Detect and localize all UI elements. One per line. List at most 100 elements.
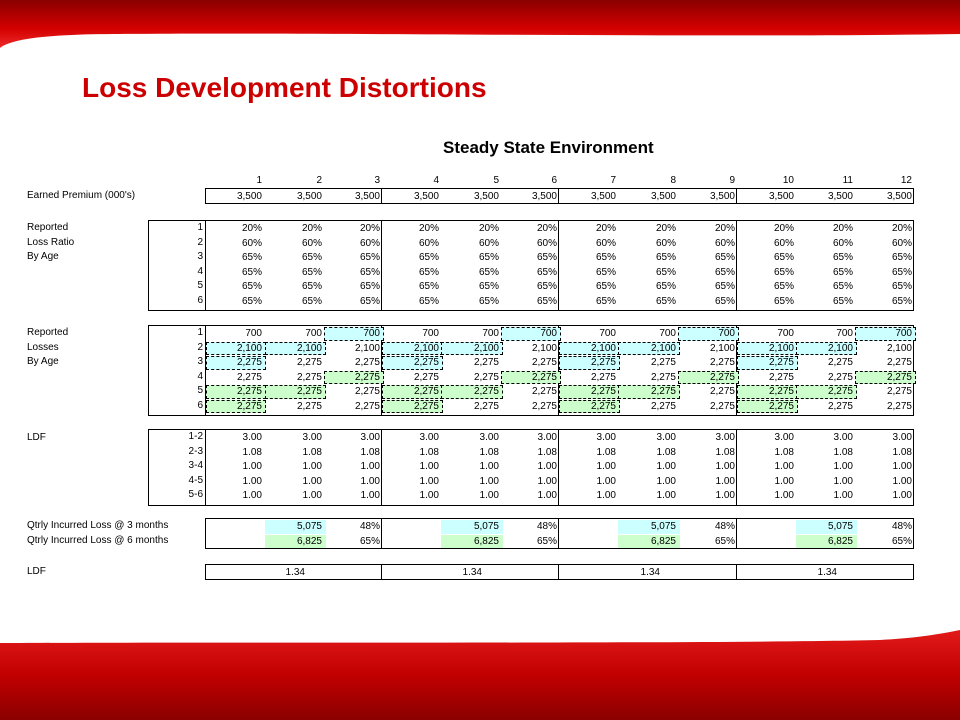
highlight-cell xyxy=(206,399,266,413)
data-cell: 2,275 xyxy=(827,371,853,383)
group-divider xyxy=(736,188,737,204)
data-cell: 2,275 xyxy=(650,357,676,368)
data-cell: 1.08 xyxy=(656,446,676,458)
age-label: 4 xyxy=(197,370,203,382)
data-cell: 2,275 xyxy=(768,371,794,383)
data-cell: 65% xyxy=(359,281,380,292)
age-label: 1-2 xyxy=(188,431,203,442)
data-cell: 65% xyxy=(418,295,439,307)
data-cell: 700 xyxy=(895,328,912,339)
data-cell: 65% xyxy=(241,281,262,292)
data-cell: 2,275 xyxy=(296,386,322,397)
data-cell: 2,275 xyxy=(709,400,735,412)
data-cell: 20% xyxy=(301,223,322,234)
quarterly-box xyxy=(205,518,914,549)
data-cell: 65% xyxy=(241,266,262,278)
data-cell: 2,275 xyxy=(590,357,616,368)
data-cell: 1.00 xyxy=(302,475,322,487)
row-label: Reported xyxy=(27,327,69,338)
data-cell: 1.00 xyxy=(833,475,853,487)
final-ldf-cell: 1.34 xyxy=(817,567,837,578)
column-header: 3 xyxy=(374,175,380,186)
data-cell: 2,275 xyxy=(236,400,262,412)
data-cell: 1.08 xyxy=(774,446,794,458)
row-label: Loss Ratio xyxy=(27,236,75,248)
row-label: Reported xyxy=(27,222,69,233)
data-cell: 65% xyxy=(536,281,557,292)
data-cell: 2,275 xyxy=(236,386,262,397)
data-cell: 1.00 xyxy=(596,475,616,487)
row-label: LDF xyxy=(27,432,46,443)
data-cell: 6,825 xyxy=(296,535,322,547)
age-column-divider xyxy=(205,325,206,416)
loss-ratio-box xyxy=(148,220,914,311)
data-cell: 2,275 xyxy=(413,386,439,397)
data-cell: 65% xyxy=(536,266,557,278)
data-cell: 1.00 xyxy=(596,461,616,472)
column-header: 2 xyxy=(316,175,322,186)
data-cell: 2,100 xyxy=(768,342,794,354)
data-cell: 1.00 xyxy=(302,490,322,501)
highlight-cell xyxy=(382,356,443,370)
data-cell: 700 xyxy=(540,328,557,339)
data-cell: 2,275 xyxy=(473,371,499,383)
group-divider xyxy=(558,518,559,549)
data-cell: 3.00 xyxy=(537,432,557,443)
data-cell: 1.00 xyxy=(360,490,380,501)
data-cell: 2,275 xyxy=(709,386,735,397)
highlight-cell xyxy=(265,534,326,548)
data-cell: 6,825 xyxy=(827,535,853,547)
slide-title: Loss Development Distortions xyxy=(82,72,487,103)
data-cell: 65% xyxy=(891,252,912,263)
data-cell: 2,275 xyxy=(354,386,380,397)
final-ldf-cell: 1.34 xyxy=(285,567,305,578)
age-label: 1 xyxy=(197,327,203,338)
data-cell: 1.00 xyxy=(715,490,735,501)
data-cell: 2,275 xyxy=(768,386,794,397)
data-cell: 2,275 xyxy=(886,400,912,412)
row-label: By Age xyxy=(27,356,59,367)
data-cell: 700 xyxy=(718,328,735,339)
highlight-cell xyxy=(382,399,443,413)
data-cell: 1.00 xyxy=(479,490,499,501)
age-label: 2 xyxy=(197,341,203,353)
data-cell: 1.00 xyxy=(656,461,676,472)
age-label: 2-3 xyxy=(188,445,203,457)
data-cell: 1.00 xyxy=(242,475,262,487)
group-divider xyxy=(558,564,559,580)
data-cell: 65% xyxy=(832,266,853,278)
data-cell: 700 xyxy=(659,328,676,339)
data-cell: 1.08 xyxy=(242,446,262,458)
data-cell: 2,275 xyxy=(827,386,853,397)
premium-cell: 3,500 xyxy=(296,191,322,202)
bottom-red-band xyxy=(0,630,960,720)
group-divider xyxy=(736,220,737,311)
data-cell: 1.00 xyxy=(892,490,912,501)
data-cell: 65% xyxy=(832,295,853,307)
data-cell: 60% xyxy=(773,237,794,249)
data-cell: 2,275 xyxy=(590,371,616,383)
data-cell: 1.00 xyxy=(419,475,439,487)
data-cell: 20% xyxy=(714,223,735,234)
group-divider xyxy=(558,220,559,311)
final-ldf-cell: 1.34 xyxy=(462,567,482,578)
data-cell: 3.00 xyxy=(360,432,380,443)
data-cell: 1.00 xyxy=(360,461,380,472)
highlight-cell xyxy=(441,520,503,534)
data-cell: 65% xyxy=(891,535,912,547)
data-cell: 65% xyxy=(714,295,735,307)
data-cell: 65% xyxy=(478,295,499,307)
column-header: 12 xyxy=(900,175,912,186)
data-cell: 1.00 xyxy=(419,490,439,501)
highlight-cell xyxy=(501,370,561,384)
data-cell: 48% xyxy=(714,521,735,532)
premium-cell: 3,500 xyxy=(886,191,912,202)
data-cell: 1.00 xyxy=(833,490,853,501)
highlight-cell xyxy=(441,534,503,548)
data-cell: 65% xyxy=(536,295,557,307)
data-cell: 65% xyxy=(832,281,853,292)
data-cell: 1.00 xyxy=(715,461,735,472)
highlight-cell xyxy=(265,385,326,399)
data-cell: 700 xyxy=(422,328,439,339)
highlight-cell xyxy=(618,385,680,399)
